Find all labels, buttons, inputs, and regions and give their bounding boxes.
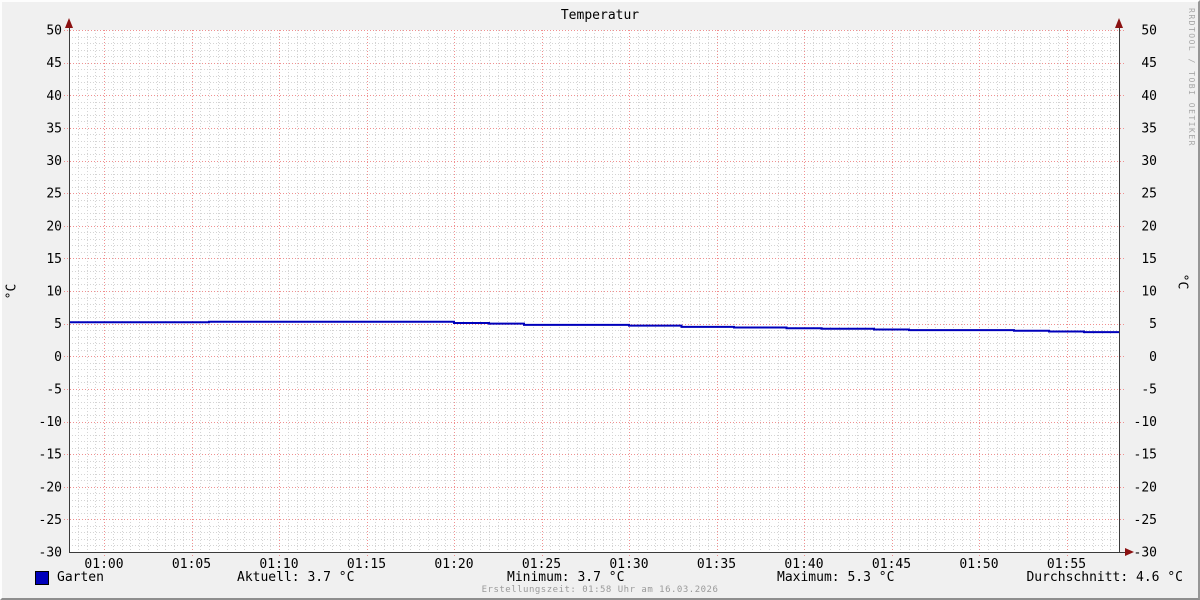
x-axis-label: 01:15 bbox=[347, 557, 386, 572]
arrow-right-icon bbox=[1125, 548, 1134, 556]
arrow-up-left-icon bbox=[65, 18, 73, 28]
y-axis-label-right: -10 bbox=[1134, 415, 1157, 430]
y-axis-label-left: 35 bbox=[46, 121, 62, 136]
y-axis-label-left: 30 bbox=[46, 154, 62, 169]
y-axis-label-right: -20 bbox=[1134, 480, 1157, 495]
y-axis-label-right: -30 bbox=[1134, 546, 1157, 561]
y-axis-label-right: 30 bbox=[1141, 154, 1157, 169]
x-axis-label: 01:00 bbox=[84, 557, 123, 572]
legend-label: Garten bbox=[57, 570, 104, 585]
y-axis-label-left: 15 bbox=[46, 252, 62, 267]
x-axis-label: 01:45 bbox=[872, 557, 911, 572]
stat-average: Durchschnitt: 4.6 °C bbox=[1026, 570, 1183, 585]
y-axis-label-left: 50 bbox=[46, 24, 62, 39]
x-axis-label: 01:30 bbox=[609, 557, 648, 572]
y-axis-label-right: 50 bbox=[1141, 24, 1157, 39]
x-axis-label: 01:40 bbox=[784, 557, 823, 572]
y-axis-label-right: 45 bbox=[1141, 56, 1157, 71]
y-axis-label-left: -15 bbox=[39, 448, 62, 463]
stat-minimum: Minimum: 3.7 °C bbox=[507, 570, 625, 585]
x-axis-label: 01:20 bbox=[434, 557, 473, 572]
y-axis-label-right: 40 bbox=[1141, 89, 1157, 104]
y-axis-label-right: 10 bbox=[1141, 285, 1157, 300]
y-axis-label-left: -25 bbox=[39, 513, 62, 528]
y-axis-label-left: 45 bbox=[46, 56, 62, 71]
y-axis-label-right: -15 bbox=[1134, 448, 1157, 463]
y-axis-label-left: -5 bbox=[46, 382, 62, 397]
x-axis-label: 01:35 bbox=[697, 557, 736, 572]
y-axis-unit-right: °C bbox=[1174, 273, 1190, 290]
y-axis-label-left: -30 bbox=[39, 546, 62, 561]
chart-title: Temperatur bbox=[560, 8, 640, 23]
y-axis-label-left: 10 bbox=[46, 285, 62, 300]
y-axis-label-right: 20 bbox=[1141, 219, 1157, 234]
y-axis-label-right: 35 bbox=[1141, 121, 1157, 136]
y-axis-label-right: 15 bbox=[1141, 252, 1157, 267]
x-axis-label: 01:25 bbox=[522, 557, 561, 572]
y-axis-label-left: 0 bbox=[54, 350, 62, 365]
arrow-up-right-icon bbox=[1115, 18, 1123, 28]
stat-current: Aktuell: 3.7 °C bbox=[237, 570, 355, 585]
x-axis-label: 01:10 bbox=[259, 557, 298, 572]
y-axis-label-left: 25 bbox=[46, 187, 62, 202]
series-line-garten bbox=[69, 320, 1119, 334]
y-axis-label-left: 40 bbox=[46, 89, 62, 104]
x-axis-label: 01:55 bbox=[1047, 557, 1086, 572]
y-axis-label-left: 5 bbox=[54, 317, 62, 332]
legend-swatch-garten bbox=[35, 571, 49, 585]
y-axis-unit-left: °C bbox=[4, 283, 20, 300]
creation-timestamp: Erstellungszeit: 01:58 Uhr am 16.03.2026 bbox=[481, 585, 719, 595]
y-axis-label-left: 20 bbox=[46, 219, 62, 234]
y-axis-label-right: 5 bbox=[1149, 317, 1157, 332]
y-axis-label-right: 0 bbox=[1149, 350, 1157, 365]
rrdtool-watermark: RRDTOOL / TOBI OETIKER bbox=[1187, 8, 1196, 147]
y-axis-label-right: -5 bbox=[1141, 382, 1157, 397]
y-axis-label-right: -25 bbox=[1134, 513, 1157, 528]
y-axis-label-right: 25 bbox=[1141, 187, 1157, 202]
x-axis-label: 01:50 bbox=[959, 557, 998, 572]
x-axis-label: 01:05 bbox=[172, 557, 211, 572]
y-axis-label-left: -10 bbox=[39, 415, 62, 430]
stat-maximum: Maximum: 5.3 °C bbox=[777, 570, 895, 585]
y-axis-label-left: -20 bbox=[39, 480, 62, 495]
legend-and-stats-row: Garten Aktuell: 3.7 °C Minimum: 3.7 °C M… bbox=[2, 570, 1198, 587]
